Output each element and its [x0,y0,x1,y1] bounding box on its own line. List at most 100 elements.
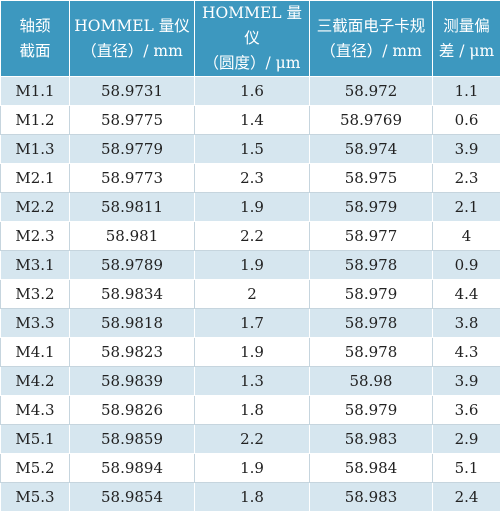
hommel-diameter-cell: 58.981 [70,222,195,251]
column-header-line: HOMMEL 量仪 [72,14,192,39]
caliper-diameter-cell: 58.977 [310,222,433,251]
column-header-line: （直径）/ mm [312,39,430,64]
deviation-cell: 2.3 [433,164,500,193]
hommel-diameter-cell: 58.9859 [70,425,195,454]
hommel-roundness-cell: 1.8 [195,396,310,425]
column-header-line: 差 / μm [435,39,498,64]
caliper-diameter-cell: 58.979 [310,193,433,222]
caliper-diameter-cell: 58.972 [310,77,433,106]
hommel-diameter-cell: 58.9839 [70,367,195,396]
caliper-diameter-cell: 58.979 [310,396,433,425]
column-header-line: 三截面电子卡规 [312,14,430,39]
hommel-diameter-cell: 58.9731 [70,77,195,106]
deviation-cell: 3.6 [433,396,500,425]
section-cell: M1.3 [1,135,70,164]
column-header-caliper-diameter: 三截面电子卡规（直径）/ mm [310,1,433,77]
hommel-diameter-cell: 58.9775 [70,106,195,135]
section-cell: M2.3 [1,222,70,251]
deviation-cell: 3.8 [433,309,500,338]
deviation-cell: 2.1 [433,193,500,222]
hommel-diameter-cell: 58.9818 [70,309,195,338]
hommel-diameter-cell: 58.9834 [70,280,195,309]
hommel-diameter-cell: 58.9894 [70,454,195,483]
caliper-diameter-cell: 58.978 [310,338,433,367]
section-cell: M3.2 [1,280,70,309]
deviation-cell: 4.4 [433,280,500,309]
caliper-diameter-cell: 58.974 [310,135,433,164]
section-cell: M4.3 [1,396,70,425]
section-cell: M5.2 [1,454,70,483]
section-cell: M5.3 [1,483,70,512]
section-cell: M3.3 [1,309,70,338]
caliper-diameter-cell: 58.983 [310,483,433,512]
caliper-diameter-cell: 58.975 [310,164,433,193]
hommel-roundness-cell: 2.2 [195,425,310,454]
hommel-roundness-cell: 1.4 [195,106,310,135]
section-cell: M3.1 [1,251,70,280]
hommel-diameter-cell: 58.9823 [70,338,195,367]
hommel-roundness-cell: 1.5 [195,135,310,164]
column-header-line: （圆度）/ μm [197,51,307,76]
column-header-line: 截面 [3,39,67,64]
hommel-roundness-cell: 1.9 [195,193,310,222]
hommel-roundness-cell: 1.8 [195,483,310,512]
deviation-cell: 1.1 [433,77,500,106]
column-header-line: （直径）/ mm [72,39,192,64]
section-cell: M2.2 [1,193,70,222]
hommel-roundness-cell: 2 [195,280,310,309]
hommel-diameter-cell: 58.9811 [70,193,195,222]
section-cell: M1.1 [1,77,70,106]
hommel-diameter-cell: 58.9854 [70,483,195,512]
deviation-cell: 4.3 [433,338,500,367]
caliper-diameter-cell: 58.9769 [310,106,433,135]
hommel-diameter-cell: 58.9826 [70,396,195,425]
caliper-diameter-cell: 58.979 [310,280,433,309]
deviation-cell: 3.9 [433,135,500,164]
hommel-roundness-cell: 1.3 [195,367,310,396]
deviation-cell: 0.9 [433,251,500,280]
column-header-journal-section: 轴颈截面 [1,1,70,77]
hommel-diameter-cell: 58.9789 [70,251,195,280]
section-cell: M4.1 [1,338,70,367]
deviation-cell: 2.4 [433,483,500,512]
deviation-cell: 0.6 [433,106,500,135]
deviation-cell: 4 [433,222,500,251]
hommel-roundness-cell: 1.9 [195,454,310,483]
column-header-line: 轴颈 [3,14,67,39]
hommel-roundness-cell: 1.7 [195,309,310,338]
caliper-diameter-cell: 58.98 [310,367,433,396]
section-cell: M1.2 [1,106,70,135]
section-cell: M4.2 [1,367,70,396]
column-header-measurement-deviation: 测量偏差 / μm [433,1,500,77]
caliper-diameter-cell: 58.978 [310,251,433,280]
caliper-diameter-cell: 58.983 [310,425,433,454]
hommel-roundness-cell: 2.3 [195,164,310,193]
column-header-line: 测量偏 [435,14,498,39]
caliper-diameter-cell: 58.978 [310,309,433,338]
hommel-roundness-cell: 1.9 [195,251,310,280]
deviation-cell: 2.9 [433,425,500,454]
caliper-diameter-cell: 58.984 [310,454,433,483]
hommel-diameter-cell: 58.9773 [70,164,195,193]
column-header-hommel-roundness: HOMMEL 量仪（圆度）/ μm [195,1,310,77]
hommel-roundness-cell: 1.6 [195,77,310,106]
hommel-diameter-cell: 58.9779 [70,135,195,164]
hommel-roundness-cell: 1.9 [195,338,310,367]
hommel-roundness-cell: 2.2 [195,222,310,251]
